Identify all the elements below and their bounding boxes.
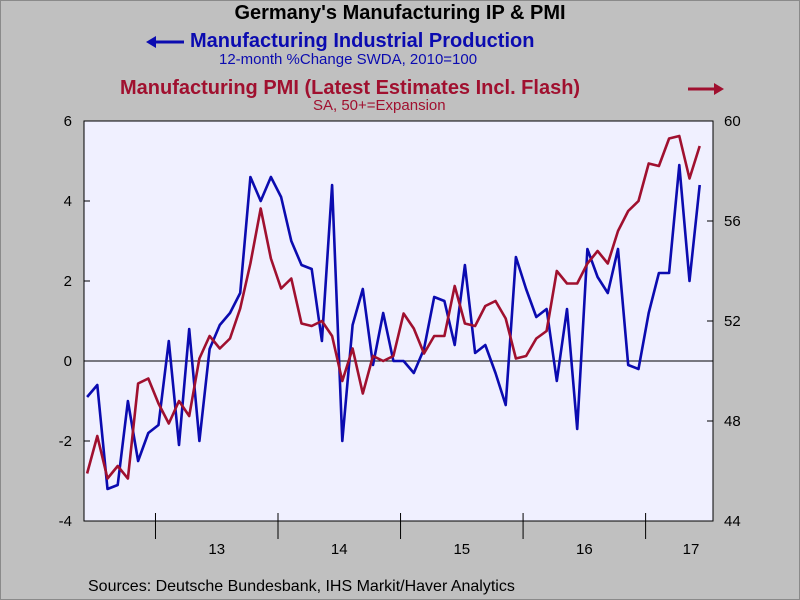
source-note: Sources: Deutsche Bundesbank, IHS Markit… <box>88 578 515 595</box>
legend-arrows <box>146 36 724 95</box>
left-tick-label: 0 <box>64 353 72 370</box>
pmi-right-arrow-icon <box>688 83 724 95</box>
ip-series-title: Manufacturing Industrial Production <box>190 30 535 52</box>
left-tick-label: 6 <box>64 113 72 130</box>
pmi-series-subtitle: SA, 50+=Expansion <box>313 97 446 114</box>
right-tick-label: 52 <box>724 313 741 330</box>
x-tick-label: 14 <box>331 541 348 558</box>
left-tick-label: -2 <box>59 433 72 450</box>
chart-title: Germany's Manufacturing IP & PMI <box>234 2 566 24</box>
left-tick-label: 2 <box>64 273 72 290</box>
left-tick-label: 4 <box>64 193 72 210</box>
left-tick-label: -4 <box>59 513 72 530</box>
right-tick-label: 48 <box>724 413 741 430</box>
ip-series-subtitle: 12-month %Change SWDA, 2010=100 <box>219 51 478 68</box>
pmi-series-title: Manufacturing PMI (Latest Estimates Incl… <box>120 77 581 99</box>
x-tick-label: 16 <box>576 541 593 558</box>
x-tick-label: 13 <box>208 541 225 558</box>
right-tick-label: 60 <box>724 113 741 130</box>
ip-series-line <box>86 163 701 491</box>
right-tick-label: 44 <box>724 513 741 530</box>
pmi-series-line <box>85 134 701 480</box>
plot-area <box>83 120 714 522</box>
x-tick-label: 17 <box>683 541 700 558</box>
ip-left-arrow-icon <box>146 36 184 48</box>
right-tick-label: 56 <box>724 213 741 230</box>
x-tick-label: 15 <box>453 541 470 558</box>
